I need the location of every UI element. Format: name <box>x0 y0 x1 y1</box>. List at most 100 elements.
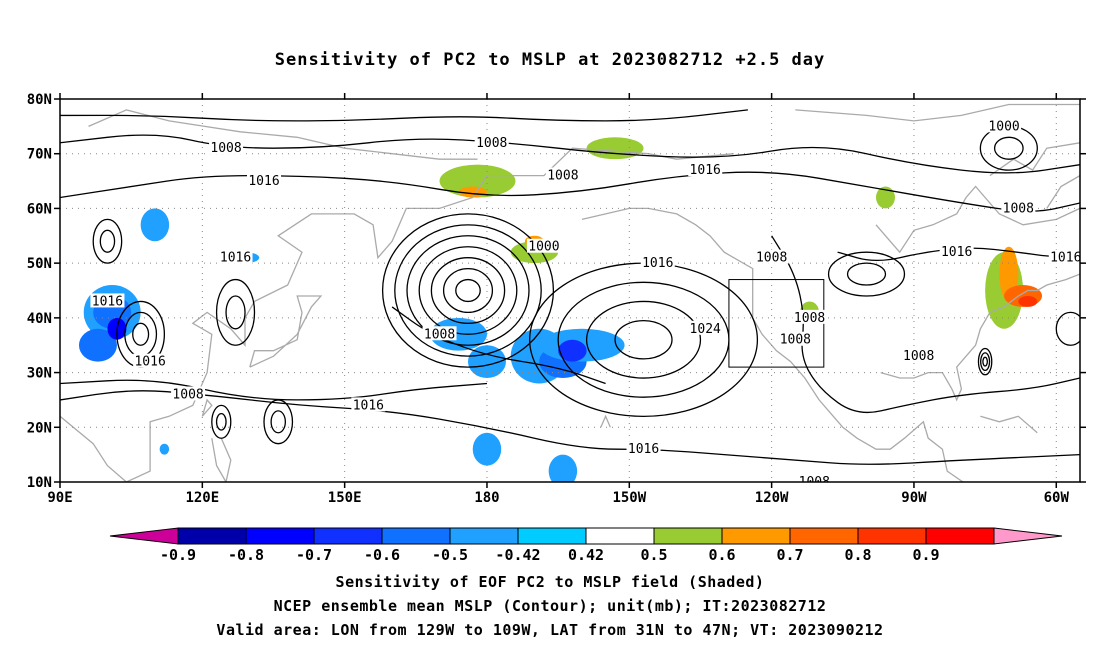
colorbar-label: 0.42 <box>568 546 604 564</box>
colorbar-label: 0.9 <box>912 546 939 564</box>
contour-label: 1016 <box>642 256 673 271</box>
contour-line <box>442 267 494 314</box>
contour-line <box>225 295 246 330</box>
contour-label: 1016 <box>92 294 123 309</box>
contour-label-bg <box>987 118 1022 133</box>
contour-line <box>993 136 1024 160</box>
contour-label-bg <box>939 244 974 259</box>
contour-label: 1016 <box>941 245 972 260</box>
contour-label: 1008 <box>476 136 507 151</box>
contour-line <box>982 356 988 367</box>
sensitivity-patch <box>548 454 578 482</box>
contour-label: 1008 <box>799 475 830 490</box>
contour-label-bg <box>218 249 253 264</box>
contour-line <box>455 278 481 303</box>
contour-label: 1016 <box>220 251 251 266</box>
sensitivity-patch <box>472 432 502 466</box>
contour-label: 1008 <box>424 327 455 342</box>
colorbar: -0.9 -0.8 -0.7 -0.6 -0.5 -0.42 0.42 0.5 0.6 0.7 0.… <box>109 527 1063 564</box>
colorbar-bin <box>857 527 927 545</box>
colorbar-label: 0.5 <box>640 546 667 564</box>
coastline <box>88 109 478 160</box>
plot-frame <box>59 98 1081 483</box>
colorbar-label: -0.6 <box>364 546 400 564</box>
contour-label-bg <box>754 249 789 264</box>
contour-label-bg <box>171 386 206 401</box>
lon-label: 120E <box>185 490 219 506</box>
contour-line <box>60 379 488 401</box>
lon-label: 90W <box>901 490 927 506</box>
contour-label-bg <box>247 173 281 188</box>
contour-label-bg <box>778 331 813 346</box>
contour-line <box>124 311 158 357</box>
coastline <box>989 142 1080 177</box>
colorbar-bin <box>925 527 995 545</box>
contour-line <box>215 412 227 431</box>
contour-label-bg <box>626 441 661 456</box>
colorbar-bin <box>313 527 383 545</box>
contour-line <box>270 410 286 434</box>
contour-line <box>418 246 518 335</box>
caption-line-2: NCEP ensemble mean MSLP (Contour); unit(… <box>273 597 827 615</box>
colorbar-bin <box>721 527 791 545</box>
sensitivity-patch <box>159 443 170 455</box>
contour-line <box>585 300 702 379</box>
colorbar-label: 0.8 <box>844 546 871 564</box>
coastline <box>880 273 1080 402</box>
coastline <box>60 147 734 482</box>
contour-line <box>980 352 991 372</box>
contour-label-bg <box>901 348 936 363</box>
contour-label-bg <box>526 238 561 253</box>
colorbar-bin <box>653 527 723 545</box>
lat-label: 20N <box>27 420 52 436</box>
coastline <box>249 295 323 368</box>
lat-label: 80N <box>27 92 52 108</box>
contour-label: 1008 <box>1003 201 1034 216</box>
sensitivity-patch <box>468 345 506 379</box>
contour-label: 1016 <box>628 442 659 457</box>
contour-label-bg <box>351 397 386 412</box>
map-title: Sensitivity of PC2 to MSLP at 2023082712… <box>274 50 826 70</box>
contour-label: 1008 <box>210 141 241 156</box>
contour-label: 1024 <box>690 322 721 337</box>
lat-label: 70N <box>27 147 52 163</box>
contour-line <box>60 134 1080 174</box>
colorbar-label: 0.6 <box>708 546 735 564</box>
sensitivity-patch <box>586 137 644 160</box>
mslp-contours <box>60 109 1080 465</box>
lon-label: 90E <box>47 490 72 506</box>
sensitivity-patch <box>1018 295 1038 307</box>
contour-label: 1008 <box>756 251 787 266</box>
contour-line <box>381 213 555 368</box>
contour-label: 1016 <box>690 163 721 178</box>
contour-label-bg <box>792 309 827 324</box>
contour-line <box>92 218 123 264</box>
sensitivity-patch <box>140 208 170 242</box>
contour-line <box>827 251 906 297</box>
colorbar-label: 0.7 <box>776 546 803 564</box>
colorbar-bin <box>449 527 519 545</box>
contour-label-bg <box>133 353 168 368</box>
colorbar-bin <box>517 527 587 545</box>
contour-label-bg <box>545 167 580 182</box>
contour-label-bg <box>90 293 125 308</box>
contour-line <box>215 278 256 346</box>
contour-line <box>977 347 993 376</box>
lat-label: 50N <box>27 256 52 272</box>
coastline <box>201 398 213 417</box>
lon-label: 120W <box>755 490 789 506</box>
contour-label: 1000 <box>528 240 559 255</box>
coastline <box>980 415 1038 434</box>
contour-label: 1008 <box>172 387 203 402</box>
contour-label: 1008 <box>903 349 934 364</box>
contour-line <box>614 319 673 360</box>
contour-label: 1008 <box>780 333 811 348</box>
contour-line <box>394 224 542 357</box>
contour-label: 1000 <box>988 119 1019 134</box>
contour-label-bg <box>474 134 509 149</box>
contour-label: 1016 <box>248 174 279 189</box>
coastline <box>600 414 611 428</box>
contour-line <box>430 257 506 324</box>
colorbar-bin <box>585 527 655 545</box>
